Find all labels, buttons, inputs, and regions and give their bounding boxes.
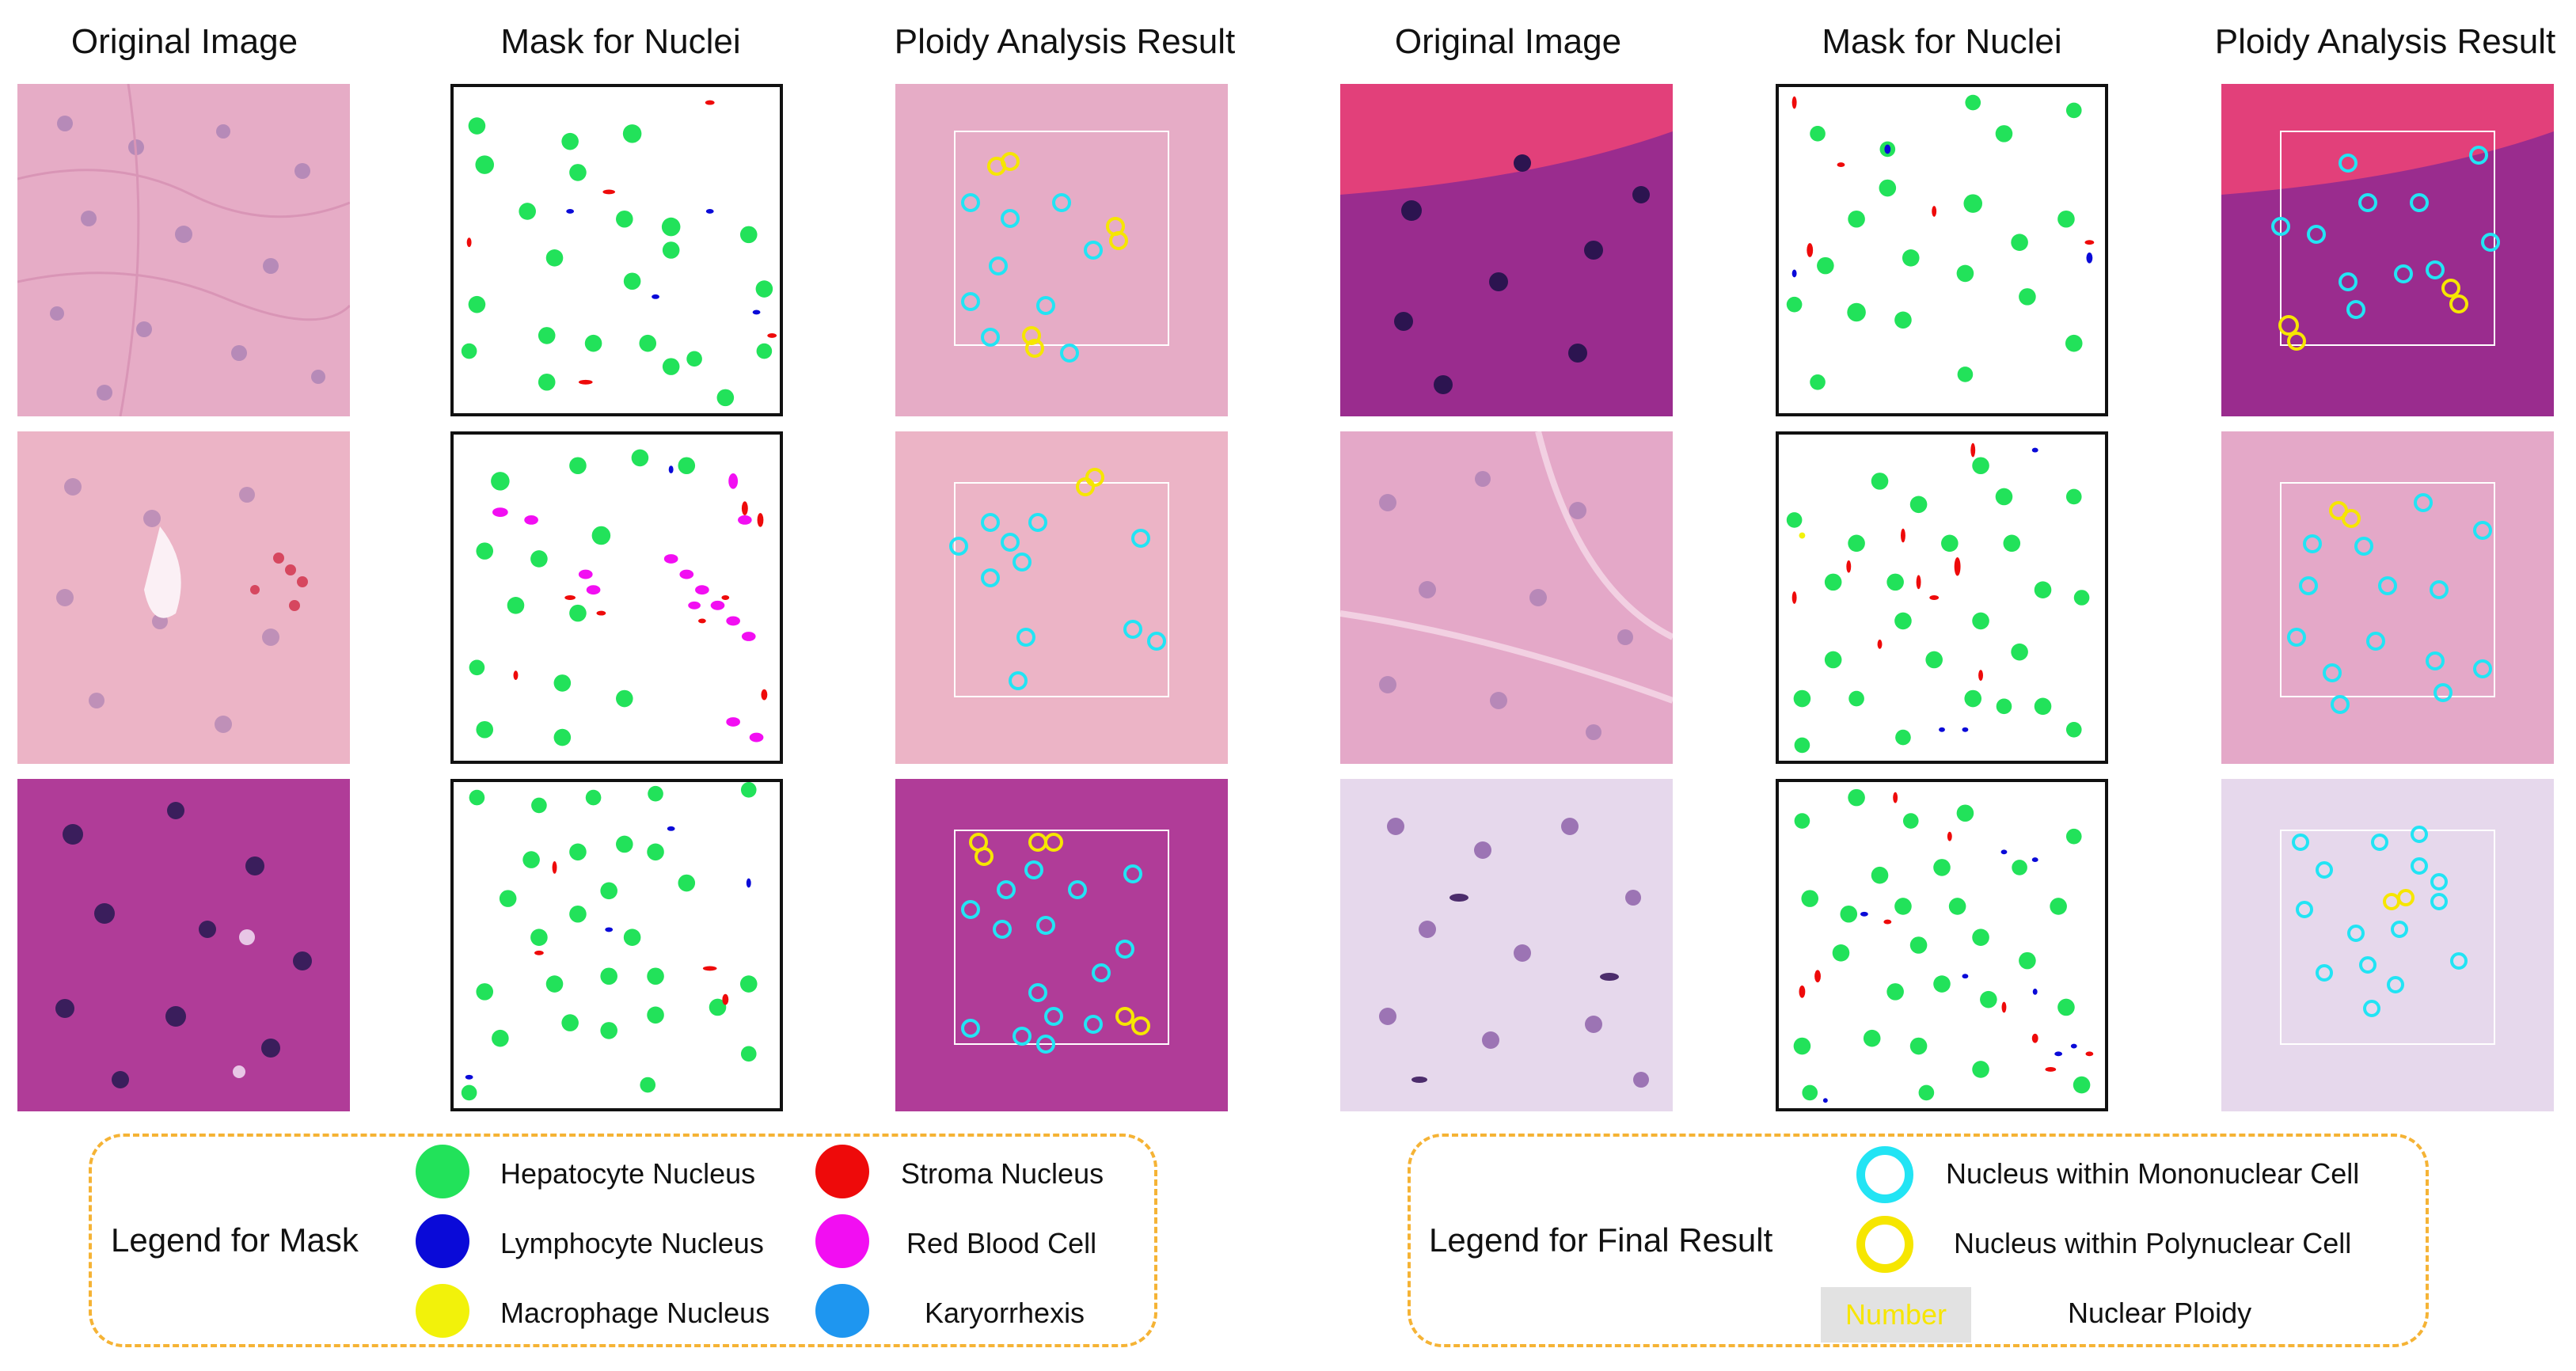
legend-red-blood-cell-label: Red Blood Cell <box>906 1227 1097 1259</box>
legend-mask-box <box>89 1134 1157 1347</box>
hepatocyte-swatch-icon <box>416 1145 469 1198</box>
histology-image-right-r1 <box>1340 84 1673 416</box>
macrophage-swatch-icon <box>416 1284 469 1338</box>
red-blood-cell-swatch-icon <box>815 1214 869 1268</box>
nuclei-mask-right-r2 <box>1776 431 2108 764</box>
legend-macrophage-label: Macrophage Nucleus <box>500 1297 770 1329</box>
legend-polynuclear-label: Nucleus within Polynuclear Cell <box>1954 1227 2352 1259</box>
legend-mask-title: Legend for Mask <box>111 1221 359 1259</box>
legend-lymphocyte-label: Lymphocyte Nucleus <box>500 1227 764 1259</box>
ploidy-result-right-r1 <box>2221 84 2554 416</box>
col-title-result-left: Ploidy Analysis Result <box>894 22 1236 61</box>
nuclei-mask-left-r3 <box>450 779 783 1111</box>
ploidy-result-left-r1 <box>895 84 1228 416</box>
histology-image-right-r3 <box>1340 779 1673 1111</box>
histology-image-left-r1 <box>17 84 350 416</box>
col-title-original-left: Original Image <box>70 22 298 61</box>
mononuclear-ring-icon <box>1856 1146 1913 1203</box>
legend-result-box <box>1408 1134 2429 1347</box>
ploidy-number-sample: Number <box>1821 1287 1971 1343</box>
legend-karyorrhexis-label: Karyorrhexis <box>925 1297 1085 1329</box>
lymphocyte-swatch-icon <box>416 1214 469 1268</box>
nuclei-mask-left-r1 <box>450 84 783 416</box>
col-title-mask-left: Mask for Nuclei <box>500 22 741 61</box>
legend-mononuclear-label: Nucleus within Mononuclear Cell <box>1946 1157 2360 1190</box>
nuclei-mask-right-r1 <box>1776 84 2108 416</box>
nuclei-mask-right-r3 <box>1776 779 2108 1111</box>
karyorrhexis-swatch-icon <box>815 1284 869 1338</box>
legend-nuclear-ploidy-label: Nuclear Ploidy <box>2068 1297 2252 1329</box>
histology-image-left-r2 <box>17 431 350 764</box>
ploidy-result-left-r2 <box>895 431 1228 764</box>
polynuclear-ring-icon <box>1856 1216 1913 1273</box>
col-title-original-right: Original Image <box>1394 22 1622 61</box>
col-title-result-right: Ploidy Analysis Result <box>2214 22 2556 61</box>
ploidy-result-left-r3 <box>895 779 1228 1111</box>
legend-hepatocyte-label: Hepatocyte Nucleus <box>500 1157 756 1190</box>
histology-image-left-r3 <box>17 779 350 1111</box>
ploidy-result-right-r2 <box>2221 431 2554 764</box>
nuclei-mask-left-r2 <box>450 431 783 764</box>
legend-result-title: Legend for Final Result <box>1429 1221 1773 1259</box>
col-title-mask-right: Mask for Nuclei <box>1822 22 2062 61</box>
legend-stroma-label: Stroma Nucleus <box>901 1157 1104 1190</box>
stroma-swatch-icon <box>815 1145 869 1198</box>
histology-image-right-r2 <box>1340 431 1673 764</box>
ploidy-result-right-r3 <box>2221 779 2554 1111</box>
